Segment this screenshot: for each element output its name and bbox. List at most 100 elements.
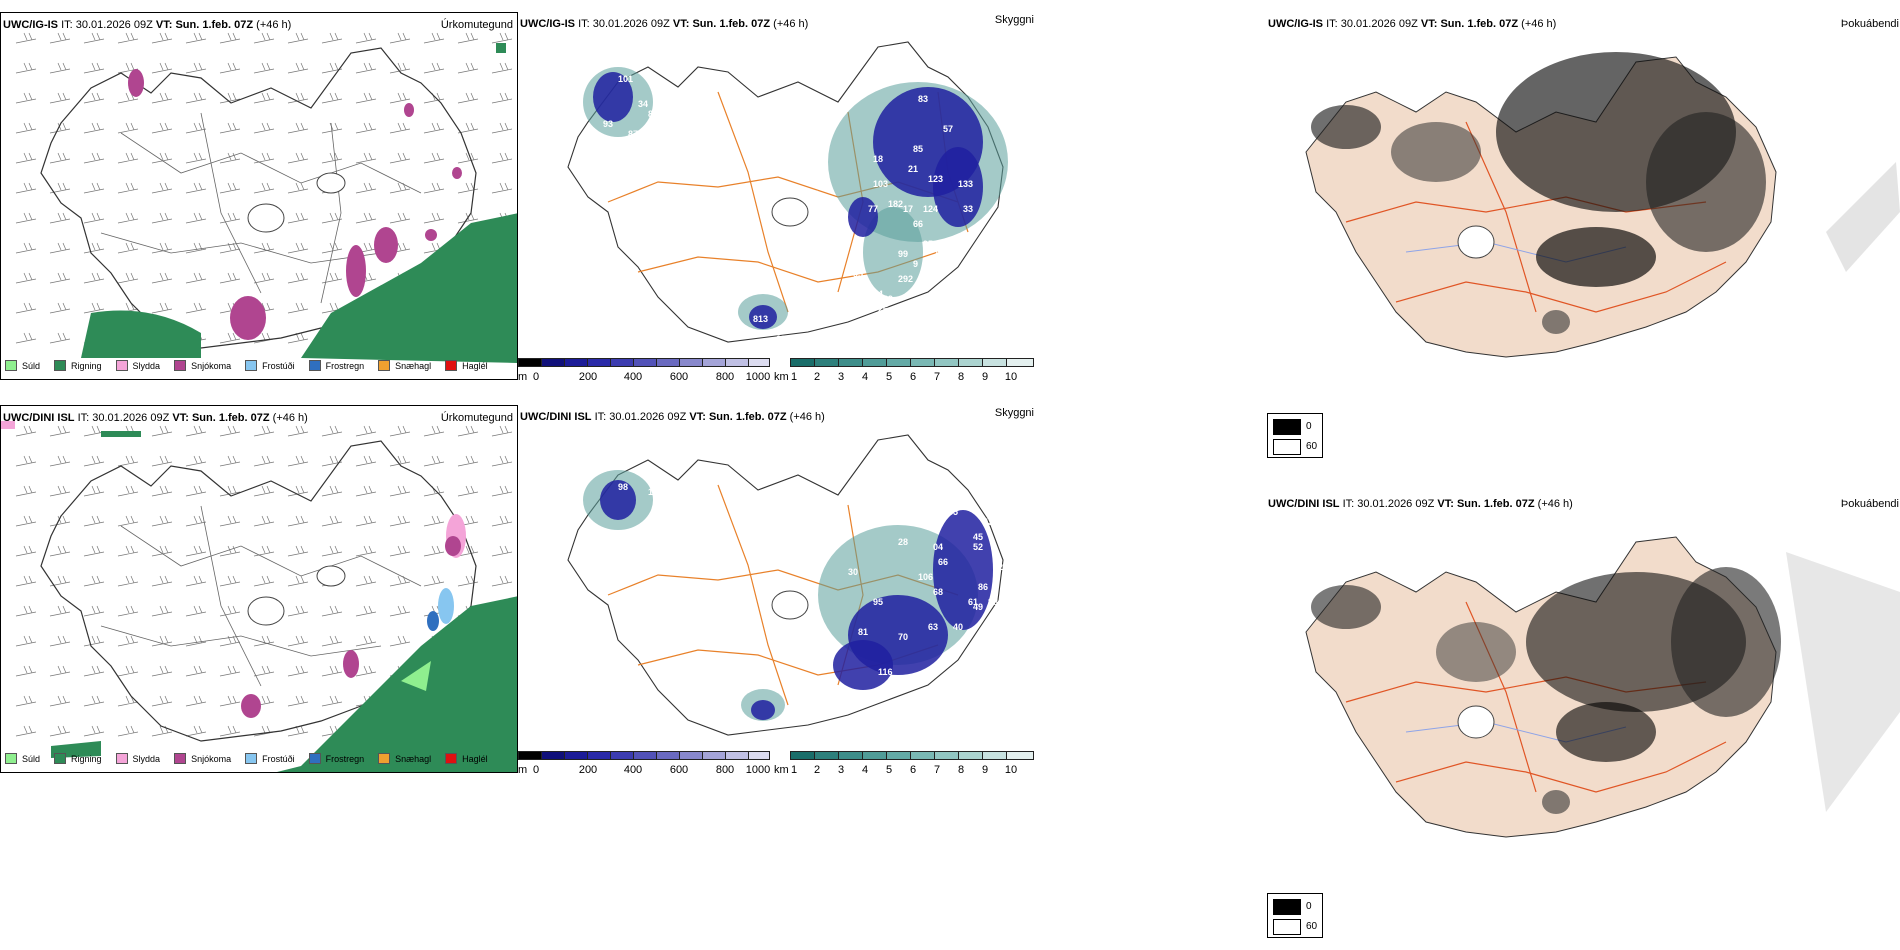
wind-barb	[287, 62, 309, 74]
wind-barb	[219, 485, 241, 497]
legend-item: Snjókoma	[174, 360, 231, 371]
wind-barb	[185, 455, 207, 467]
colorbar-cell	[814, 358, 839, 367]
wind-barb	[321, 545, 343, 557]
cloud-base-label: 33	[963, 204, 973, 214]
colorbar-cell	[1006, 358, 1034, 367]
wind-barb	[389, 635, 411, 647]
wind-barb	[151, 725, 173, 737]
wind-barb	[491, 152, 513, 164]
wind-barb	[49, 212, 71, 224]
wind-barb	[185, 212, 207, 224]
wind-barb	[491, 455, 513, 467]
wind-barb	[287, 32, 309, 44]
wind-barb	[15, 122, 37, 134]
cloud-base-label: 28	[898, 537, 908, 547]
wind-barb	[423, 455, 445, 467]
legend-swatch	[378, 360, 391, 371]
cloud-base-label: 04	[933, 542, 943, 552]
wind-barb	[389, 515, 411, 527]
wind-barb	[389, 605, 411, 617]
cloud-base-label: 18	[873, 154, 883, 164]
wind-barb	[219, 272, 241, 284]
wind-barb	[49, 425, 71, 437]
wind-barb	[151, 425, 173, 437]
wind-barb	[15, 212, 37, 224]
iceland-precip-map	[15, 32, 517, 363]
legend-swatch	[54, 753, 67, 764]
legend-swatch	[378, 753, 391, 764]
wind-barb	[321, 212, 343, 224]
cloud-base-label: 83	[776, 717, 786, 727]
wind-barb	[15, 605, 37, 617]
colorbar-cell	[541, 358, 565, 367]
panel-title: UWC/DINI ISL IT: 30.01.2026 09Z VT: Sun.…	[520, 411, 825, 423]
fog-legend-swatch	[1273, 439, 1301, 455]
wind-barb	[219, 122, 241, 134]
visibility-colorbar: km 1 2 3 4 5 6 7 8 9 10	[774, 751, 1036, 773]
wind-barb	[457, 122, 479, 134]
wind-barb	[117, 695, 139, 707]
colorbar-cell	[518, 358, 542, 367]
wind-barb	[253, 515, 275, 527]
cloud-base-label: 81	[858, 627, 868, 637]
wind-barb	[355, 605, 377, 617]
wind-barb	[117, 725, 139, 737]
colorbar-cell	[934, 751, 959, 760]
wind-barb	[219, 332, 241, 344]
colorbar-cell	[748, 751, 770, 760]
colorbar-cell	[910, 751, 935, 760]
wind-barb	[491, 485, 513, 497]
iceland-precip-map	[1, 421, 517, 772]
wind-barb	[457, 212, 479, 224]
cloud-base-label: 16	[668, 512, 678, 522]
field-name: Þokuábendi	[1840, 18, 1899, 30]
legend-item: Slydda	[115, 753, 160, 764]
cloud-base-label: 12	[673, 492, 683, 502]
wind-barb	[117, 515, 139, 527]
colorbar-cell	[679, 751, 703, 760]
colorbar-cell	[633, 751, 657, 760]
wind-barb	[355, 515, 377, 527]
cloud-base-label: 285	[803, 189, 818, 199]
wind-barb	[49, 152, 71, 164]
wind-barb	[491, 575, 513, 587]
cloud-base-label: 52	[973, 542, 983, 552]
cloud-base-label: 66	[913, 219, 923, 229]
legend-swatch	[308, 753, 321, 764]
wind-barb	[321, 152, 343, 164]
wind-barb	[287, 575, 309, 587]
colorbar-tick: 7	[933, 371, 941, 380]
colorbar-cell	[656, 358, 680, 367]
wind-barb	[321, 62, 343, 74]
cloud-base-colorbar: m 0 200 400 600 800 1000	[518, 358, 770, 380]
colorbar-cell	[982, 751, 1007, 760]
panel-title: UWC/IG-IS IT: 30.01.2026 09Z VT: Sun. 1.…	[1268, 18, 1557, 30]
panel-title: UWC/IG-IS IT: 30.01.2026 09Z VT: Sun. 1.…	[3, 19, 292, 31]
wind-barb	[219, 92, 241, 104]
wind-barb	[49, 242, 71, 254]
wind-barb	[253, 122, 275, 134]
wind-barb	[423, 32, 445, 44]
colorbar-cell	[886, 358, 911, 367]
colorbar-cell	[862, 751, 887, 760]
wind-barb	[219, 665, 241, 677]
wind-barb	[287, 122, 309, 134]
wind-barb	[219, 62, 241, 74]
cloud-base-label: 182	[888, 199, 903, 209]
wind-barb	[321, 515, 343, 527]
colorbar-cell	[725, 751, 749, 760]
wind-barb	[151, 92, 173, 104]
wind-barb	[355, 122, 377, 134]
wind-barb	[185, 425, 207, 437]
cloud-base-label: 17	[903, 204, 913, 214]
wind-barb	[185, 92, 207, 104]
wind-barb	[117, 635, 139, 647]
colorbar-cell	[725, 358, 749, 367]
cloud-base-label: 66	[938, 557, 948, 567]
fog-legend-swatch	[1273, 419, 1301, 435]
wind-barb	[253, 575, 275, 587]
wind-barb	[185, 32, 207, 44]
wind-barb	[355, 635, 377, 647]
